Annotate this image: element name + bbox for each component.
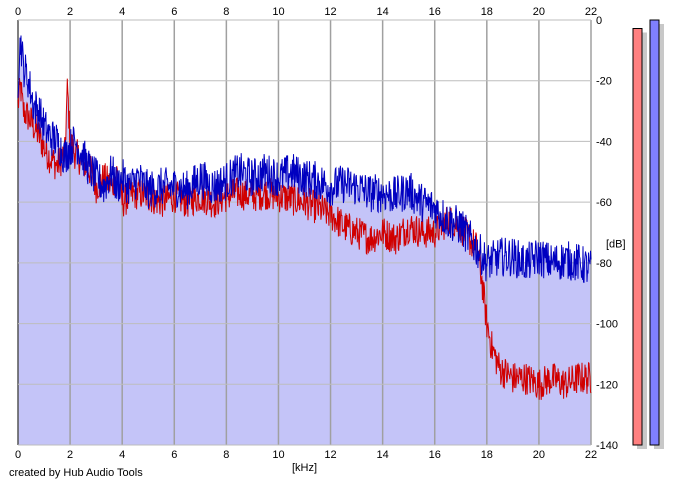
level-meter-1 (632, 28, 643, 446)
x-tick-label-top: 10 (272, 6, 284, 18)
x-tick-label-bottom: 14 (377, 449, 389, 461)
x-tick-label-bottom: 16 (429, 449, 441, 461)
x-tick-label-top: 12 (324, 6, 336, 18)
y-tick-label: -140 (596, 440, 618, 452)
y-tick-label: -80 (596, 258, 612, 270)
x-tick-label-top: 14 (377, 6, 389, 18)
x-tick-label-top: 8 (223, 6, 229, 18)
x-tick-label-top: 18 (481, 6, 493, 18)
credit-text: created by Hub Audio Tools (9, 467, 143, 479)
y-tick-label: -100 (596, 319, 618, 331)
y-tick-label: -120 (596, 379, 618, 391)
y-tick-label: -60 (596, 197, 612, 209)
x-tick-label-bottom: 8 (223, 449, 229, 461)
y-axis-label: [dB] (606, 239, 626, 251)
series-line-2 (17, 35, 592, 284)
x-tick-label-top: 22 (585, 6, 597, 18)
y-tick-label: -40 (596, 136, 612, 148)
x-tick-label-top: 4 (119, 6, 125, 18)
x-tick-label-top: 2 (67, 6, 73, 18)
x-tick-label-top: 6 (171, 6, 177, 18)
y-tick-label: 0 (596, 15, 602, 27)
x-axis-label: [kHz] (292, 462, 317, 474)
x-tick-label-top: 16 (429, 6, 441, 18)
level-meter-2 (649, 19, 660, 446)
x-tick-label-bottom: 6 (171, 449, 177, 461)
x-tick-label-bottom: 18 (481, 449, 493, 461)
x-tick-label-bottom: 2 (67, 449, 73, 461)
x-tick-label-bottom: 0 (15, 449, 21, 461)
x-tick-label-bottom: 12 (324, 449, 336, 461)
x-tick-label-top: 20 (533, 6, 545, 18)
x-tick-label-top: 0 (15, 6, 21, 18)
y-tick-label: -20 (596, 76, 612, 88)
x-tick-label-bottom: 20 (533, 449, 545, 461)
x-tick-label-bottom: 22 (585, 449, 597, 461)
x-tick-label-bottom: 10 (272, 449, 284, 461)
spectrum-fill (18, 35, 591, 445)
x-tick-label-bottom: 4 (119, 449, 125, 461)
